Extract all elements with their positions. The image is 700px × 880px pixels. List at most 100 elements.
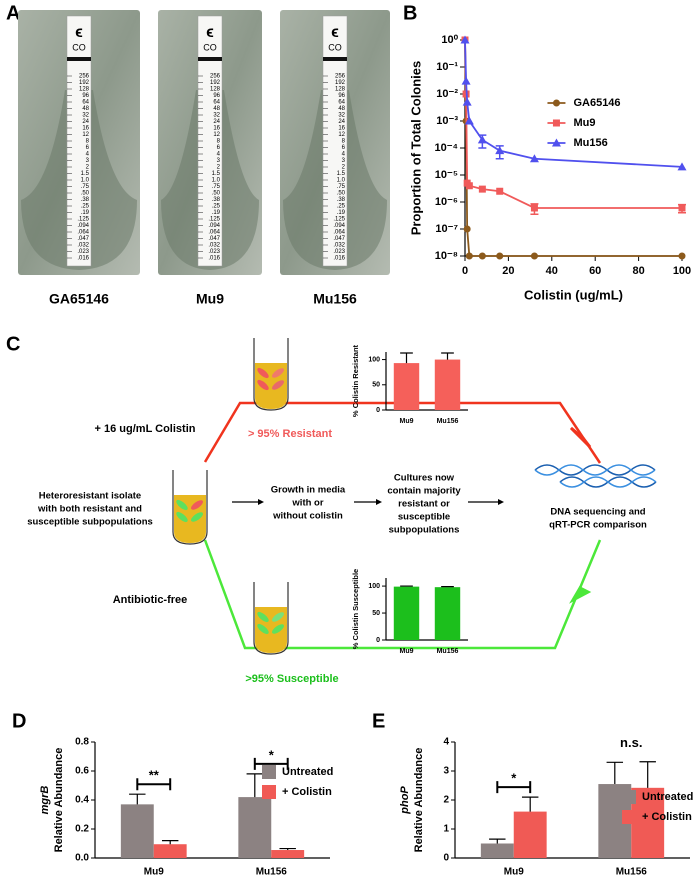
bar	[513, 811, 547, 858]
panel-letter: B	[403, 2, 417, 24]
strip-scale-label: 32	[213, 113, 220, 119]
significance-label: *	[269, 747, 275, 762]
error-bar	[400, 585, 413, 587]
strip-scale-label: 3	[217, 158, 221, 164]
bacterium	[257, 367, 269, 379]
strip-code: CO	[72, 42, 86, 52]
sample-label: Mu9	[196, 291, 224, 307]
strip-scale-label: .50	[81, 191, 90, 197]
dna-strand	[534, 464, 656, 476]
strip-scale-label: 4	[217, 152, 221, 158]
strip-scale-label: .25	[212, 204, 221, 210]
series-line	[464, 39, 682, 209]
strip-scale-label: 96	[338, 93, 345, 99]
strip-logo: ϵ	[206, 24, 214, 41]
error-bar	[521, 796, 539, 812]
x-axis-label: Colistin (ug/mL)	[524, 287, 623, 302]
significance-label: **	[149, 768, 160, 783]
bar	[271, 850, 305, 858]
y-tick-label: 50	[372, 382, 380, 389]
y-tick-label: 4	[443, 737, 449, 748]
x-tick-label: Mu156	[256, 867, 288, 878]
strip-scale-label: .38	[212, 197, 221, 203]
untreated-label: Antibiotic-free	[113, 594, 188, 606]
significance-bracket	[253, 757, 289, 770]
strip-scale-label: 8	[86, 139, 90, 145]
strip-scale-label: .50	[337, 191, 346, 197]
strip-scale-label: 2	[342, 165, 346, 171]
bar	[631, 787, 665, 858]
x-tick-label: Mu9	[504, 867, 524, 878]
data-point	[552, 99, 560, 107]
x-tick-label: Mu156	[437, 418, 459, 425]
error-bar	[246, 773, 264, 798]
strip-scale-label: 2	[86, 165, 90, 171]
strip-scale-label: 8	[342, 139, 346, 145]
step-text: with or	[291, 498, 323, 509]
bar	[434, 359, 461, 410]
bar	[393, 363, 420, 410]
bar	[434, 587, 461, 640]
data-point	[477, 135, 487, 144]
strip-scale-label: 12	[213, 132, 220, 138]
strip-scale-label: .023	[333, 249, 345, 255]
strip-scale-label: 48	[82, 106, 89, 112]
data-point	[529, 154, 539, 163]
arrow-head	[258, 499, 264, 505]
arrow-head	[569, 426, 592, 449]
strip-scale-label: .19	[212, 210, 221, 216]
strip-scale-label: 64	[213, 100, 220, 106]
legend-label: Untreated	[642, 791, 693, 803]
strip-scale-label: 24	[82, 119, 89, 125]
data-point	[478, 252, 486, 260]
dna-strand	[534, 464, 656, 476]
strip-scale-label: 96	[82, 93, 89, 99]
strip-scale-label: 3	[342, 158, 346, 164]
strip-scale-label: 1.5	[81, 171, 90, 177]
error-bar	[489, 838, 506, 844]
panel-letter: A	[6, 2, 20, 24]
strip-scale-label: .032	[333, 243, 345, 249]
strip-scale-label: .023	[208, 249, 220, 255]
bacterium	[176, 499, 188, 511]
data-point	[496, 187, 504, 195]
y-axis-label: mgrB	[39, 786, 51, 815]
strip-scale-label: .047	[77, 236, 89, 242]
arrow-head	[569, 586, 592, 604]
y-tick-label: 10⁰	[441, 34, 458, 46]
legend-label: + Colistin	[282, 786, 332, 798]
data-point	[495, 146, 505, 155]
data-point	[552, 119, 560, 127]
y-tick-label: 10⁻⁷	[435, 223, 458, 235]
culture-tube	[172, 470, 208, 545]
dna-strand	[559, 476, 657, 488]
strip-scale-label: 1.0	[212, 178, 221, 184]
panel-letter: C	[6, 333, 20, 355]
strip-scale-label: 8	[217, 139, 221, 145]
x-tick-label: Mu156	[437, 648, 459, 655]
strip-scale-label: 4	[342, 152, 346, 158]
strip-scale-label: 64	[82, 100, 89, 106]
bar	[120, 804, 154, 858]
strip-code: CO	[203, 42, 217, 52]
step-text: subpopulations	[389, 525, 460, 536]
legend-label: Mu156	[573, 137, 607, 149]
step-text: resistant or	[398, 499, 450, 510]
error-bar	[639, 761, 656, 788]
strip-scale-label: .016	[208, 256, 220, 262]
bacterium	[272, 612, 284, 622]
step-text: Cultures now	[394, 473, 455, 484]
data-point	[461, 76, 471, 85]
x-tick-label: Mu9	[400, 648, 414, 655]
error-bar	[441, 586, 454, 588]
strip-scale-label: 32	[338, 113, 345, 119]
y-tick-label: 2	[443, 795, 449, 806]
data-point	[463, 225, 471, 233]
bacterium	[191, 512, 203, 522]
strip-scale-label: 16	[82, 126, 89, 132]
strip-scale-label: 128	[79, 87, 90, 93]
strip-scale-label: 3	[86, 158, 90, 164]
strip-scale-label: 24	[338, 119, 345, 125]
y-tick-label: 10⁻¹	[436, 61, 458, 73]
